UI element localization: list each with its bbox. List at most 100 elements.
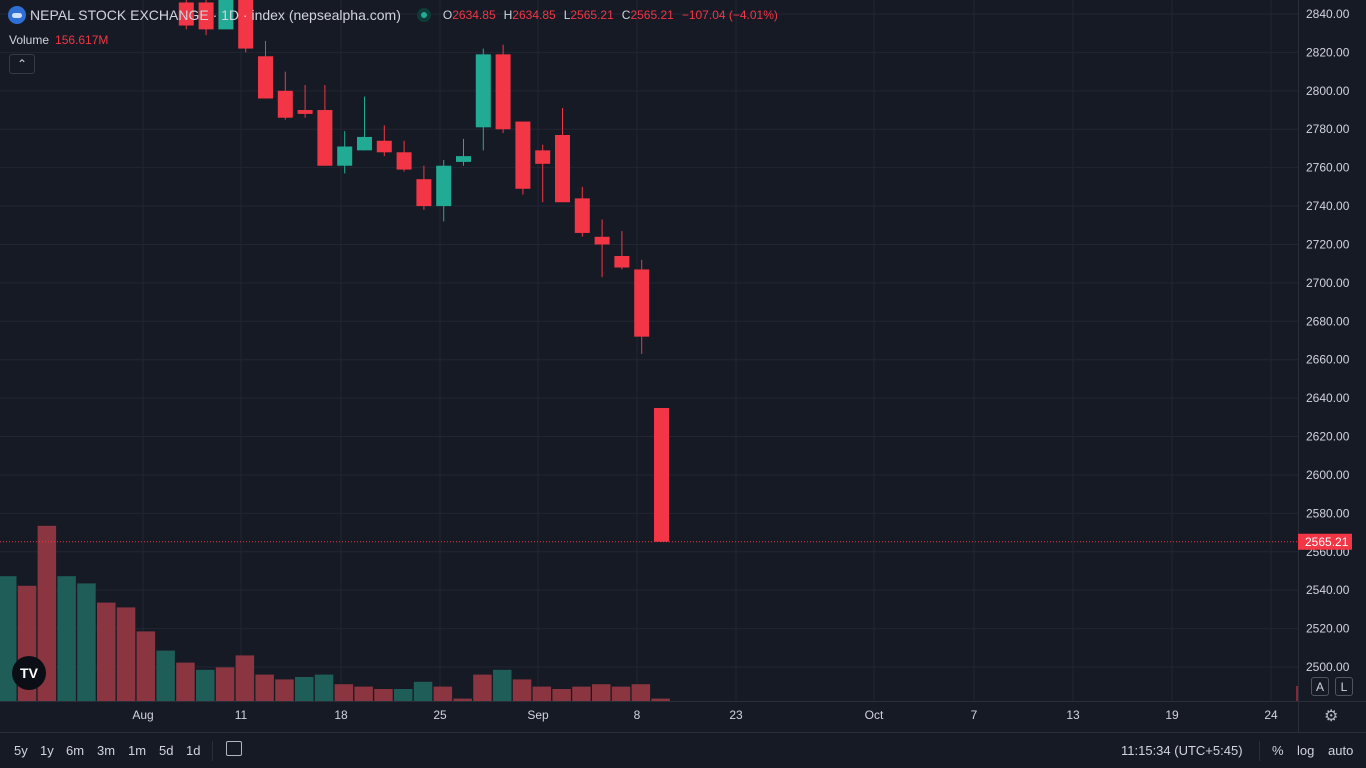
candle-body: [614, 255, 630, 268]
timeframe-5d[interactable]: 5d: [159, 743, 174, 758]
y-tick-label: 2760.00: [1306, 161, 1350, 175]
volume-bar: [295, 677, 314, 701]
ohlc-open: O2634.85: [442, 8, 496, 22]
candle-body: [535, 150, 551, 164]
x-tick-label: 23: [729, 708, 743, 722]
divider: [1259, 741, 1260, 761]
percent-toggle[interactable]: %: [1272, 743, 1284, 758]
timeframe-3m[interactable]: 3m: [97, 743, 116, 758]
volume-bar: [433, 686, 453, 701]
calendar-goto-icon[interactable]: [226, 741, 242, 756]
auto-scale-button[interactable]: A: [1311, 677, 1329, 696]
candle-body: [475, 54, 491, 128]
auto-toggle[interactable]: auto: [1328, 743, 1354, 758]
candle-body: [178, 2, 194, 26]
chart-background: [0, 0, 1366, 732]
volume-bar: [374, 689, 393, 701]
candle-body: [495, 54, 511, 130]
ohlc-close: C2565.21: [621, 8, 674, 22]
volume-bar: [314, 674, 334, 701]
last-price-label: 2565.21: [1305, 535, 1349, 549]
y-tick-label: 2840.00: [1306, 7, 1350, 21]
x-tick-label: 13: [1066, 708, 1080, 722]
timeframe-1m[interactable]: 1m: [128, 743, 147, 758]
volume-bar: [453, 698, 472, 701]
log-scale-button[interactable]: L: [1335, 677, 1353, 696]
tradingview-logo-icon[interactable]: TV: [12, 656, 46, 690]
candle-body: [198, 2, 214, 30]
candle-body: [654, 408, 669, 542]
y-tick-label: 2500.00: [1306, 660, 1350, 674]
ohlc-low: L2565.21: [563, 8, 614, 22]
gear-icon[interactable]: ⚙: [1324, 708, 1339, 725]
market-status-icon[interactable]: [416, 8, 431, 22]
y-tick-label: 2640.00: [1306, 391, 1350, 405]
volume-bar: [512, 679, 532, 701]
x-tick-label: 19: [1165, 708, 1179, 722]
volume-bar: [57, 576, 76, 701]
candle-body: [376, 140, 392, 153]
volume-bar: [611, 686, 631, 701]
candle-body: [238, 0, 254, 49]
candle-body: [297, 110, 313, 114]
timeframe-1d[interactable]: 1d: [186, 743, 201, 758]
volume-bar: [176, 662, 195, 701]
collapse-legend-button[interactable]: ⌃: [9, 54, 35, 74]
y-tick-label: 2520.00: [1306, 622, 1350, 636]
candle-body: [317, 110, 333, 166]
volume-bar: [275, 679, 294, 701]
candle-body: [337, 146, 353, 166]
x-tick-label: 8: [634, 708, 641, 722]
candle-body: [416, 179, 432, 207]
y-tick-label: 2660.00: [1306, 353, 1350, 367]
volume-bar: [196, 669, 215, 701]
candle-body: [574, 198, 590, 233]
y-tick-label: 2780.00: [1306, 122, 1350, 136]
legend: NEPAL STOCK EXCHANGE · 1D · index (nepse…: [8, 6, 778, 24]
x-tick-label: Sep: [527, 708, 549, 722]
volume-bar: [37, 525, 57, 701]
timeframe-1y[interactable]: 1y: [40, 743, 54, 758]
timeframe-6m[interactable]: 6m: [66, 743, 85, 758]
candle-body: [436, 165, 452, 207]
volume-bar: [572, 686, 591, 701]
timeframe-5y[interactable]: 5y: [14, 743, 28, 758]
volume-bar: [235, 655, 255, 701]
x-tick-label: Oct: [865, 708, 884, 722]
volume-bar: [156, 650, 175, 701]
candle-body: [258, 56, 273, 99]
candle-body: [357, 136, 372, 151]
candle-body: [218, 0, 234, 30]
volume-bar: [592, 684, 611, 701]
last-price-badge: [1298, 533, 1352, 550]
y-tick-label: 2700.00: [1306, 276, 1350, 290]
y-tick-label: 2600.00: [1306, 468, 1350, 482]
x-tick-label: 18: [334, 708, 348, 722]
y-tick-label: 2580.00: [1306, 506, 1350, 520]
x-tick-label: 24: [1264, 708, 1278, 722]
volume-label: Volume: [9, 33, 50, 47]
volume-value: 156.617M: [55, 33, 109, 47]
log-toggle[interactable]: log: [1297, 743, 1315, 758]
candle-body: [634, 269, 650, 337]
x-tick-label: 7: [971, 708, 978, 722]
volume-bar: [215, 667, 235, 701]
x-tick-label: 11: [235, 708, 248, 722]
volume-bar: [552, 689, 571, 701]
volume-bar: [354, 686, 373, 701]
volume-bar: [255, 674, 274, 701]
price-chart[interactable]: 2840.00 2820.00 2800.00 2780.00 2760.00 2740.…: [0, 0, 1366, 732]
x-tick-label: Aug: [132, 708, 153, 722]
y-tick-label: 2800.00: [1306, 84, 1350, 98]
symbol-title[interactable]: NEPAL STOCK EXCHANGE · 1D · index (nepse…: [30, 7, 401, 23]
volume-legend: Volume 156.617M: [9, 33, 108, 47]
exchange-logo-icon: [8, 6, 26, 24]
volume-bar: [473, 674, 492, 701]
y-tick-label: 2680.00: [1306, 314, 1350, 328]
x-tick-label: 25: [433, 708, 447, 722]
y-tick-label: 2820.00: [1306, 45, 1350, 59]
y-tick-label: 2620.00: [1306, 430, 1350, 444]
bottom-toolbar: 5y 1y 6m 3m 1m 5d 1d 11:15:34 (UTC+5:45)…: [0, 732, 1366, 768]
volume-bar: [413, 681, 433, 701]
volume-bar: [334, 684, 354, 701]
